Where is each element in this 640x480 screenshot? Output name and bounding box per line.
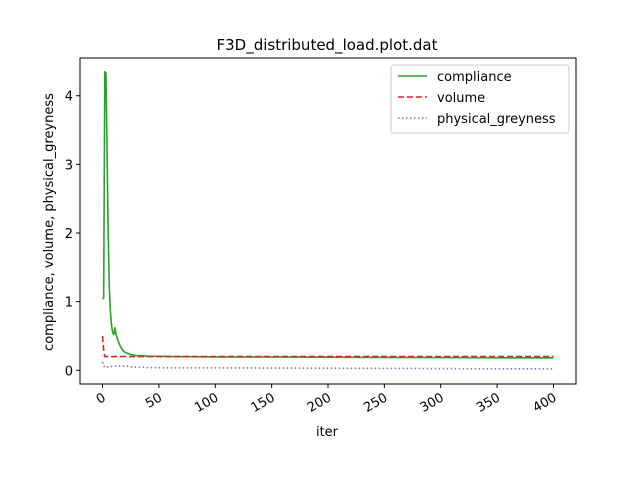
- x-tick-label: 100: [192, 390, 221, 415]
- y-tick-label: 2: [65, 227, 73, 242]
- x-tick-label: 0: [94, 390, 109, 407]
- legend-label: physical_greyness: [437, 112, 556, 127]
- legend: compliance volume physical_greyness: [390, 64, 570, 134]
- y-ticks: 0 1 2 3 4: [65, 90, 80, 379]
- x-axis-label: iter: [316, 425, 339, 440]
- y-tick-label: 4: [65, 90, 73, 105]
- series-layer: [101, 70, 554, 370]
- x-ticks: 0 50 100 150 200 250 300 350 400: [94, 384, 559, 416]
- legend-label: compliance: [437, 70, 512, 85]
- x-tick-label: 150: [249, 390, 278, 415]
- x-tick-label: 350: [474, 390, 503, 415]
- series-line-volume: [101, 335, 554, 358]
- y-axis-label: compliance, volume, physical_greyness: [42, 93, 57, 351]
- x-tick-label: 200: [305, 390, 334, 415]
- chart-title: F3D_distributed_load.plot.dat: [216, 36, 437, 55]
- x-tick-label: 400: [530, 390, 559, 415]
- x-tick-label: 250: [361, 390, 390, 415]
- legend-label: volume: [437, 91, 485, 106]
- y-tick-label: 3: [65, 158, 73, 173]
- series-line-physical_greyness: [101, 361, 554, 370]
- y-tick-label: 0: [65, 364, 73, 379]
- legend-box: [390, 64, 570, 134]
- y-tick-label: 1: [65, 296, 73, 311]
- plot-frame: [79, 57, 577, 385]
- x-tick-label: 300: [418, 390, 447, 415]
- x-tick-label: 50: [143, 390, 165, 411]
